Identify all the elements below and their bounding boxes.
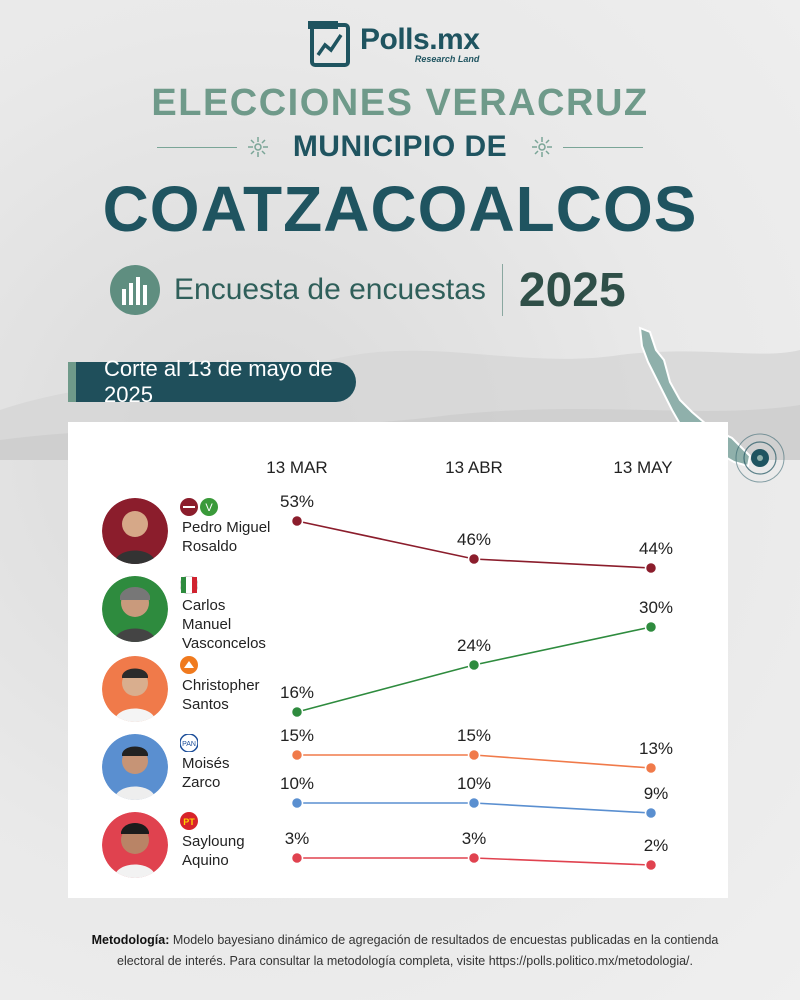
data-point: [644, 761, 658, 775]
data-point: [290, 851, 304, 865]
avatar: [102, 734, 168, 800]
subtitle: Encuesta de encuestas: [174, 273, 486, 306]
party-logos: [180, 656, 198, 674]
data-label: 2%: [644, 836, 669, 855]
title-municipio-row: MUNICIPIO DE: [0, 130, 800, 164]
cut-date-label: Corte al 13 de mayo de 2025: [104, 356, 333, 407]
data-point: [467, 796, 481, 810]
year: 2025: [518, 263, 626, 317]
candidate-moises: PAN Moisés Zarco: [102, 734, 272, 804]
column-header-may: 13 MAY: [613, 458, 673, 477]
party-logos: PT: [180, 812, 198, 830]
column-header-mar: 13 MAR: [266, 458, 328, 477]
data-point: [644, 620, 658, 634]
data-point: [290, 705, 304, 719]
data-label: 30%: [639, 598, 673, 617]
candidate-name: Carlos Manuel Vasconcelos: [182, 597, 266, 652]
cut-date-banner: Corte al 13 de mayo de 2025: [68, 356, 356, 407]
mc-logo: [180, 656, 198, 674]
subtitle-row: Encuesta de encuestas 2025: [110, 262, 626, 318]
data-label: 53%: [280, 492, 314, 511]
candidate-carlos: Carlos Manuel Vasconcelos: [102, 576, 272, 652]
column-header-abr: 13 ABR: [445, 458, 503, 477]
candidate-name: Sayloung Aquino: [182, 833, 245, 869]
title-municipio: MUNICIPIO DE: [292, 130, 508, 163]
candidate-name: Moisés Zarco: [182, 755, 230, 791]
data-label: 46%: [457, 530, 491, 549]
avatar: [102, 576, 168, 642]
title-coatzacoalcos: COATZACOALCOS: [102, 173, 698, 245]
data-point: [467, 658, 481, 672]
svg-text:V: V: [205, 502, 213, 514]
data-point: [290, 796, 304, 810]
party-logos: PAN: [180, 734, 198, 752]
avatar: [102, 656, 168, 722]
avatar: [102, 498, 168, 564]
data-label: 3%: [462, 829, 487, 848]
data-label: 10%: [280, 774, 314, 793]
pvem-logo: V: [200, 498, 218, 516]
ornament-icon: [247, 137, 268, 157]
divider: [563, 146, 644, 148]
svg-text:PT: PT: [183, 817, 195, 827]
chart-card: [68, 422, 728, 898]
data-point: [290, 514, 304, 528]
chart-frame-icon: [308, 21, 350, 67]
party-logos: V: [180, 498, 218, 516]
brand-sub: Research Land: [414, 53, 480, 64]
candidate-name: Christopher Santos: [182, 677, 260, 713]
pan-logo: PAN: [180, 734, 198, 752]
candidate-christopher: Christopher Santos: [102, 656, 272, 726]
data-label: 16%: [280, 683, 314, 702]
data-label: 3%: [285, 829, 310, 848]
divider: [501, 264, 503, 316]
methodology-text: Modelo bayesiano dinámico de agregación …: [117, 933, 719, 968]
veracruz-map-icon: [638, 326, 785, 483]
data-label: 15%: [457, 726, 491, 745]
pt-logo: PT: [180, 812, 198, 830]
data-point: [467, 748, 481, 762]
data-point: [467, 552, 481, 566]
candidate-sayloung: PT Sayloung Aquino: [102, 812, 272, 882]
data-point: [644, 561, 658, 575]
data-point: [644, 806, 658, 820]
morena-logo: [180, 498, 198, 516]
pri-logo: [180, 576, 198, 594]
candidate-pedro: V Pedro Miguel Rosaldo: [102, 498, 272, 568]
methodology: Metodología: Modelo bayesiano dinámico d…: [80, 930, 730, 972]
brand-logo: Polls.mx Research Land: [308, 16, 480, 72]
data-label: 44%: [639, 539, 673, 558]
avatar: [102, 812, 168, 878]
title-elecciones: ELECCIONES VERACRUZ: [151, 82, 649, 124]
methodology-label: Metodología:: [91, 933, 170, 947]
svg-text:PAN: PAN: [182, 741, 196, 748]
candidate-name: Pedro Miguel Rosaldo: [182, 519, 271, 555]
data-point: [290, 748, 304, 762]
data-point: [467, 851, 481, 865]
data-label: 9%: [644, 784, 669, 803]
data-point: [644, 858, 658, 872]
data-label: 10%: [457, 774, 491, 793]
ornament-icon: [532, 137, 553, 157]
data-label: 15%: [280, 726, 314, 745]
bar-chart-icon: [110, 265, 160, 315]
data-label: 13%: [639, 739, 673, 758]
divider: [156, 146, 237, 148]
party-logos: [180, 576, 198, 594]
brand-name: Polls.mx: [360, 22, 480, 56]
data-label: 24%: [457, 636, 491, 655]
